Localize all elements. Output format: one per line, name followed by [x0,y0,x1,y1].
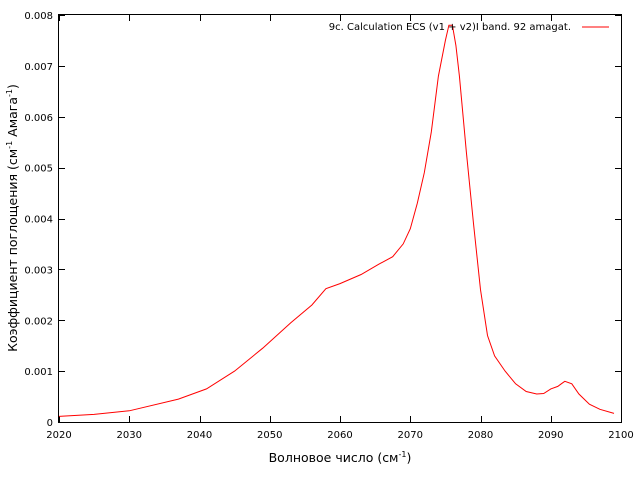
y-tick-label: 0.001 [24,367,53,378]
series-group [58,24,615,417]
y-tick-label: 0.003 [24,265,53,276]
y-tick-label: 0.002 [24,316,53,327]
x-tick-label: 2050 [257,430,282,441]
x-axis-label-superscript: -1 [399,450,407,459]
x-axis-label: Волновое число (см-1) [269,450,412,465]
y-tick-label: 0.007 [24,62,53,73]
plot-frame [58,14,622,423]
legend: 9c. Calculation ECS (v1 + v2)I band. 92 … [329,22,609,33]
y-axis-label-superscript-2: -1 [5,89,14,97]
x-tick-label: 2040 [187,430,212,441]
y-axis-label-text: Коэффициент поглощения (см [5,149,20,352]
x-tick-label: 2030 [117,430,142,441]
y-tick-label: 0.005 [24,164,53,175]
y-axis-label: Коэффициент поглощения (см-1 Амага-1) [5,84,20,352]
y-axis-label-superscript-1: -1 [5,141,14,149]
y-axis-label-tail: ) [5,84,20,89]
y-tick-label: 0 [47,418,53,429]
x-tick-label: 2090 [538,430,563,441]
x-axis-label-tail: ) [406,450,411,465]
x-tick-label: 2100 [608,430,633,441]
x-axis-label-text: Волновое число (см [269,450,399,465]
y-tick-label: 0.006 [24,113,53,124]
x-axis-ticks: 2020 2030 2040 2050 2060 2070 2080 2090 2100 [46,15,634,441]
x-tick-label: 2020 [46,430,71,441]
x-tick-label: 2070 [398,430,423,441]
y-axis-ticks: 0 0.001 0.002 0.003 0.004 0.005 0.006 0.007 0.00… [24,11,621,429]
x-tick-label: 2060 [327,430,352,441]
legend-label: 9c. Calculation ECS (v1 + v2)I band. 92 … [329,22,571,33]
y-axis-label-middle: Амага [5,97,20,141]
series-line [58,24,615,417]
x-tick-label: 2080 [468,430,493,441]
y-tick-label: 0.008 [24,11,53,22]
y-tick-label: 0.004 [24,215,53,226]
